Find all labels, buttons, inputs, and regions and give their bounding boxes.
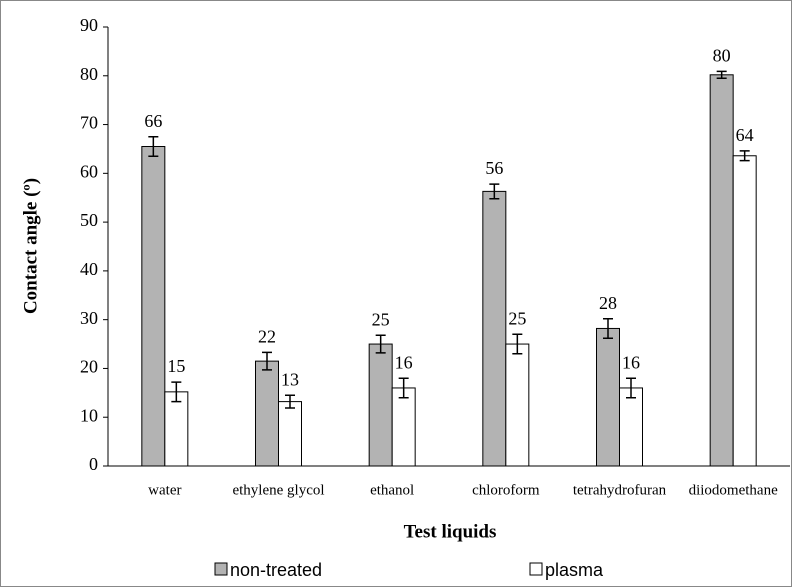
y-tick-label: 20 xyxy=(80,357,98,377)
y-tick-label: 80 xyxy=(80,64,98,84)
data-label: 16 xyxy=(622,352,640,372)
x-tick-label: chloroform xyxy=(472,482,540,498)
bar xyxy=(141,146,166,467)
data-label: 15 xyxy=(167,356,185,376)
data-label: 22 xyxy=(258,326,276,346)
error-bar xyxy=(603,317,613,339)
data-label: 16 xyxy=(395,352,413,372)
error-bar xyxy=(262,351,272,371)
error-bar xyxy=(512,333,523,355)
data-label: 56 xyxy=(485,158,503,178)
error-bar xyxy=(375,334,386,354)
bar xyxy=(482,190,507,467)
x-tick-label: ethanol xyxy=(370,482,414,498)
y-tick-label: 50 xyxy=(80,210,98,230)
bar xyxy=(255,360,279,467)
bar xyxy=(164,391,189,467)
error-bar xyxy=(398,377,409,399)
data-label: 66 xyxy=(144,111,162,131)
bar xyxy=(709,74,734,467)
data-label: 80 xyxy=(713,46,731,66)
error-bar xyxy=(285,394,295,409)
error-bar xyxy=(716,70,727,79)
x-tick-label: tetrahydrofuran xyxy=(573,482,667,498)
legend-swatch xyxy=(214,562,228,576)
legend-label: non-treated xyxy=(230,560,322,580)
y-tick-label: 70 xyxy=(80,113,98,133)
x-axis-title: Test liquids xyxy=(404,521,497,542)
y-tick-label: 10 xyxy=(80,405,98,425)
data-label: 13 xyxy=(281,369,299,389)
data-label: 64 xyxy=(736,125,754,145)
bar xyxy=(278,401,302,467)
bar xyxy=(368,343,393,467)
x-tick-label: diiodomethane xyxy=(689,482,778,498)
bar xyxy=(596,327,620,467)
error-bar xyxy=(148,136,159,158)
bar xyxy=(391,387,416,467)
y-tick-label: 30 xyxy=(80,308,98,328)
legend-label: plasma xyxy=(545,560,604,580)
error-bar xyxy=(626,377,636,399)
data-label: 25 xyxy=(372,309,390,329)
data-label: 28 xyxy=(599,293,617,313)
x-tick-label: ethylene glycol xyxy=(232,482,324,498)
y-tick-label: 60 xyxy=(80,161,98,181)
error-bar xyxy=(489,183,500,200)
data-label: 25 xyxy=(508,308,526,328)
error-bar xyxy=(171,381,182,403)
y-axis-title: Contact angle (º) xyxy=(20,178,41,314)
y-tick-label: 0 xyxy=(89,454,98,474)
error-bar xyxy=(739,150,750,162)
bar xyxy=(505,343,530,467)
bar xyxy=(732,155,757,467)
y-tick-label: 40 xyxy=(80,259,98,279)
y-tick-label: 90 xyxy=(80,15,98,35)
bar xyxy=(619,387,643,467)
x-tick-label: water xyxy=(148,482,181,498)
legend-swatch xyxy=(529,562,543,576)
